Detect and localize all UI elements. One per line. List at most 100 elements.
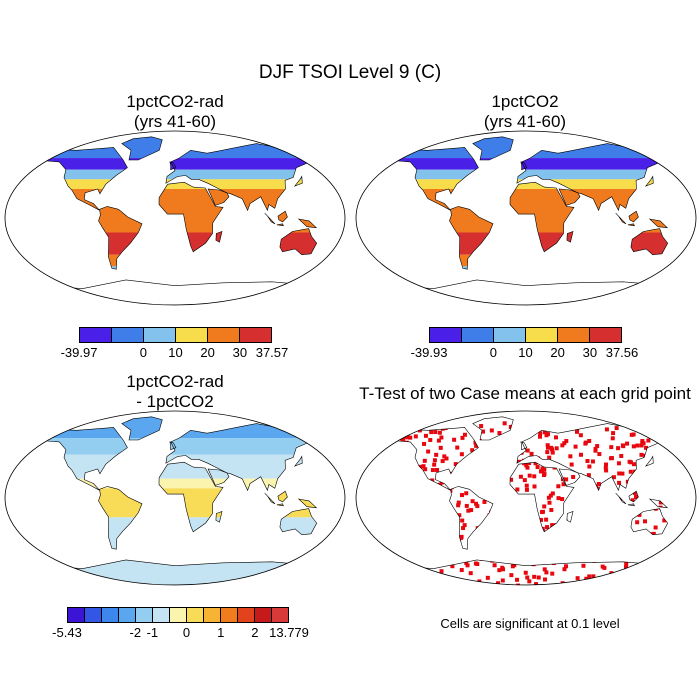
significant-cell [411, 550, 416, 555]
significant-cell [604, 468, 609, 473]
significant-cell [459, 452, 464, 457]
significant-cell [384, 438, 387, 443]
significant-cell [384, 438, 387, 443]
significant-cell [696, 576, 700, 580]
significant-cell [590, 514, 595, 519]
significant-cell [623, 488, 628, 493]
significant-cell [600, 522, 605, 527]
significant-cell [583, 534, 588, 539]
significant-cell [359, 422, 363, 426]
significant-cell [516, 583, 521, 585]
significant-cell [513, 436, 518, 441]
significant-cell [525, 510, 530, 515]
significant-cell [635, 520, 640, 525]
significant-cell [636, 545, 641, 550]
significant-cell [604, 462, 609, 467]
significant-cell [642, 586, 646, 590]
significant-cell [523, 418, 528, 423]
significant-cell [664, 507, 669, 512]
significant-cell [421, 464, 426, 469]
panel-title-ttest: T-Test of two Case means at each grid po… [350, 384, 700, 404]
coastline [33, 559, 317, 585]
significant-cell [455, 466, 460, 471]
significant-cell [578, 452, 583, 457]
significant-cell [425, 514, 430, 519]
coastline [472, 136, 514, 161]
colorbar-swatch [204, 608, 221, 622]
significant-cell [667, 503, 672, 508]
significant-cell [632, 545, 637, 550]
significant-cell [485, 575, 490, 580]
significant-cell [422, 458, 427, 463]
significant-cell [385, 441, 390, 446]
significant-cell [549, 507, 554, 512]
significant-cell [355, 516, 359, 520]
significant-cell [486, 530, 491, 535]
significant-cell [397, 466, 402, 471]
significant-cell [542, 504, 547, 509]
temperature-band [384, 179, 687, 189]
significant-cell [531, 549, 536, 554]
significant-cell [490, 457, 495, 462]
significant-cell [614, 530, 619, 535]
significant-cell [571, 474, 576, 479]
coastline [449, 486, 494, 550]
significant-cell [459, 420, 464, 425]
coastline [673, 531, 688, 543]
significant-cell [668, 573, 673, 578]
coastline [516, 423, 674, 492]
significant-cell [672, 440, 677, 445]
colorbar-swatch [102, 608, 119, 622]
significant-cell [529, 587, 533, 591]
map-outline [355, 410, 697, 586]
coastline [615, 212, 627, 225]
significant-cell [473, 546, 478, 551]
significant-cell [604, 427, 609, 432]
coastline [169, 161, 177, 171]
significant-cell [416, 493, 421, 498]
significant-cell [545, 432, 550, 437]
significant-cell [691, 501, 695, 505]
significant-cell [631, 444, 636, 449]
significant-cell [406, 443, 411, 448]
significant-cell [681, 515, 686, 520]
panel-title-diff-line1: 1pctCO2-rad [126, 372, 224, 391]
significant-cell [385, 513, 390, 518]
significant-cell [620, 443, 625, 448]
colorbar-diff [67, 607, 289, 623]
significant-cell [429, 525, 434, 530]
significant-cell [440, 426, 445, 431]
significant-cell [396, 572, 401, 577]
significant-cell [607, 538, 612, 543]
significant-cell [522, 550, 527, 555]
significant-cell [602, 482, 607, 487]
panel-title-ctrl: 1pctCO2 (yrs 41-60) [405, 92, 645, 132]
temperature-band [33, 169, 336, 180]
significant-cell [575, 485, 580, 490]
significant-cell [550, 523, 555, 528]
significant-cell [634, 494, 639, 499]
significant-cell [536, 456, 541, 461]
significant-cell [412, 536, 417, 541]
map-outline [355, 130, 697, 306]
significant-cell [459, 568, 464, 573]
significant-cell [524, 483, 529, 488]
significant-cell [514, 514, 519, 519]
significant-cell [632, 462, 637, 467]
significant-cell [625, 441, 630, 446]
significant-cell [609, 541, 614, 546]
significant-cell [379, 429, 383, 433]
colorbar-swatch [558, 328, 590, 342]
significant-cell [688, 568, 692, 572]
significant-cell [405, 435, 410, 440]
significant-cell [439, 569, 444, 574]
significant-cell [567, 424, 572, 429]
significant-cell [588, 553, 593, 558]
significant-cell [363, 483, 367, 487]
coastline [98, 206, 143, 270]
significant-cell [570, 556, 575, 561]
significant-cell [694, 525, 698, 529]
significant-cell [503, 506, 508, 511]
significant-cell [361, 536, 365, 540]
significant-cell [616, 461, 621, 466]
